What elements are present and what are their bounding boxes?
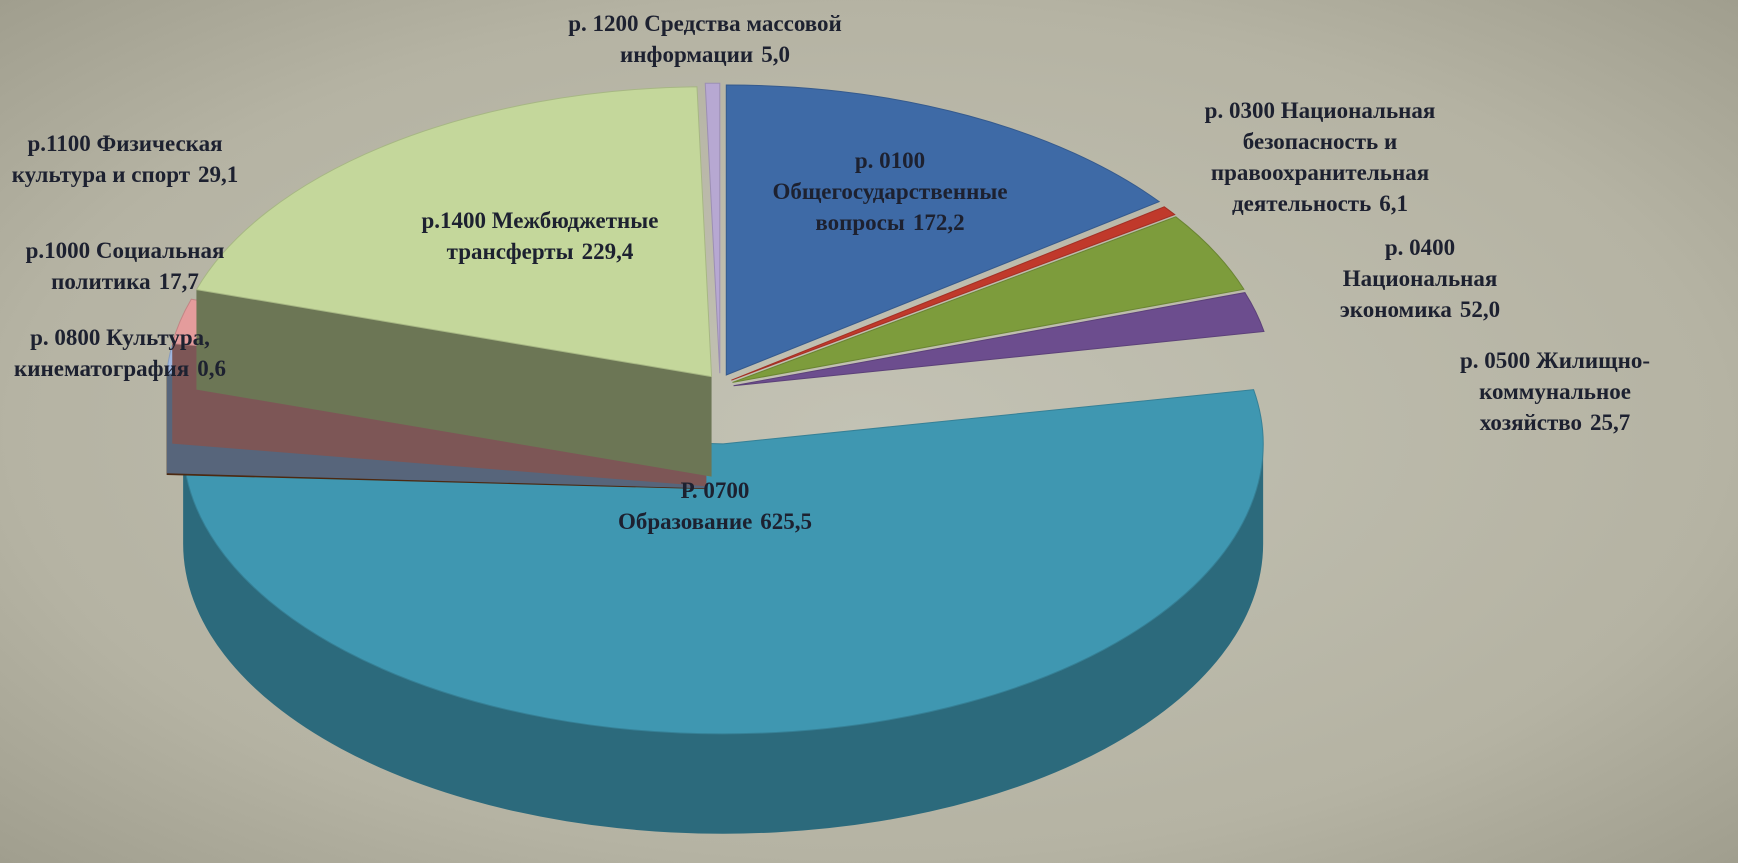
slice-label: р. 0400 Национальная экономика 52,0 bbox=[1305, 232, 1535, 325]
slice-label: р. 0300 Национальная безопасность и прав… bbox=[1170, 95, 1470, 219]
slice-top bbox=[725, 84, 1161, 376]
slice-top bbox=[731, 206, 1176, 381]
value-label: 52,0 bbox=[1459, 297, 1501, 322]
slice-top bbox=[195, 86, 713, 378]
slice bbox=[733, 292, 1265, 387]
slice-top bbox=[704, 82, 721, 374]
value-label: 172,2 bbox=[912, 210, 965, 235]
category-label: р. 0400 Национальная экономика bbox=[1339, 235, 1498, 322]
slice bbox=[732, 216, 1245, 383]
slice-label: р.1100 Физическая культура и спорт 29,1 bbox=[0, 128, 260, 190]
slice-label: р.1000 Социальная политика 17,7 bbox=[0, 235, 255, 297]
value-label: 25,7 bbox=[1590, 410, 1631, 435]
value-label: 17,7 bbox=[158, 269, 199, 294]
slice-top bbox=[732, 216, 1245, 383]
slice-label: р. 0800 Культура, кинематография 0,6 bbox=[0, 322, 255, 384]
value-label: 5,0 bbox=[761, 42, 790, 67]
value-label: 625,5 bbox=[760, 509, 813, 534]
slice-label: р.1400 Межбюджетные трансферты 229,4 bbox=[375, 205, 705, 267]
category-label: р.1000 Социальная политика bbox=[25, 238, 225, 294]
slice-label: р. 0100 Общегосударственные вопросы 172,2 bbox=[740, 145, 1040, 238]
slice-label: р. 1200 Средства массовой информации 5,0 bbox=[545, 8, 865, 70]
slice-side bbox=[196, 289, 712, 477]
slice-label: р. 0500 Жилищно-коммунальное хозяйство 25… bbox=[1405, 345, 1705, 438]
slice bbox=[731, 206, 1176, 381]
slice-top bbox=[733, 292, 1265, 387]
slice bbox=[725, 84, 1161, 376]
category-label: р. 0300 Национальная безопасность и прав… bbox=[1204, 98, 1436, 216]
slice-label: Р. 0700 Образование 625,5 bbox=[585, 475, 845, 537]
value-label: 0,6 bbox=[197, 356, 226, 381]
category-label: р. 0800 Культура, кинематография bbox=[14, 325, 210, 381]
value-label: 6,1 bbox=[1379, 191, 1409, 216]
category-label: р. 0100 Общегосударственные вопросы bbox=[772, 148, 1008, 235]
slice bbox=[195, 86, 713, 477]
category-label: р. 0500 Жилищно-коммунальное хозяйство bbox=[1459, 348, 1651, 435]
value-label: 229,4 bbox=[581, 239, 634, 264]
category-label: Р. 0700 Образование bbox=[617, 478, 753, 534]
category-label: р. 1200 Средства массовой информации bbox=[568, 11, 842, 67]
slice bbox=[704, 82, 721, 374]
value-label: 29,1 bbox=[198, 162, 239, 187]
category-label: р.1400 Межбюджетные трансферты bbox=[421, 208, 659, 264]
category-label: р.1100 Физическая культура и спорт bbox=[11, 131, 223, 187]
slice-side bbox=[183, 443, 1264, 834]
